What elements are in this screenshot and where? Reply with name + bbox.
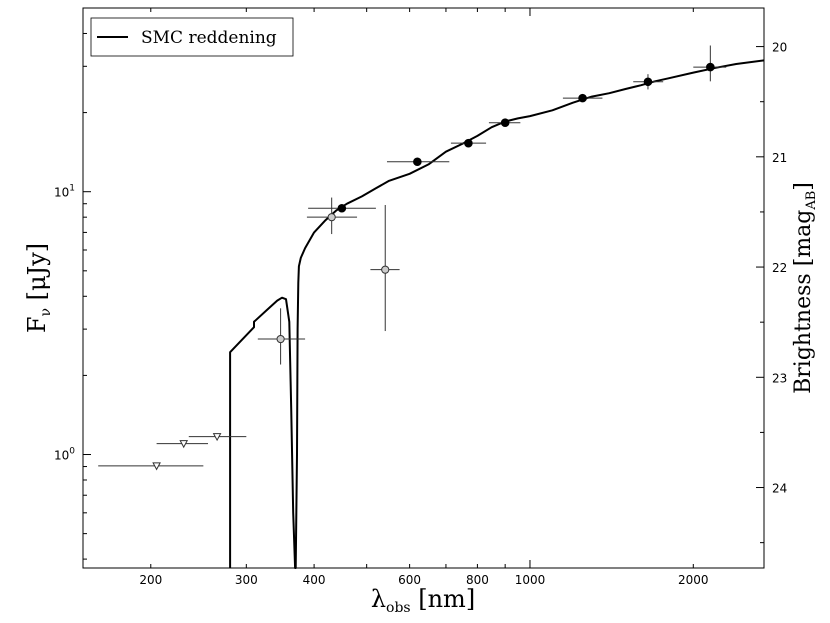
x-tick-label: 600	[398, 573, 421, 587]
y-tick-label: 101	[54, 184, 75, 200]
detection-open-marker	[276, 334, 285, 344]
y-axis-title-main: F	[23, 317, 51, 334]
detection-marker	[337, 203, 347, 213]
detection-marker	[706, 62, 715, 72]
model-curve-smc	[229, 59, 765, 569]
right-tick-label: 20	[772, 41, 787, 55]
right-tick-label: 21	[772, 151, 787, 165]
data-points-layer	[98, 45, 727, 471]
detection-marker	[578, 93, 587, 103]
right-tick-label: 24	[772, 482, 787, 496]
legend-label: SMC reddening	[141, 28, 277, 48]
x-axis-title-sub: obs	[386, 600, 411, 616]
detection-open-marker	[327, 213, 336, 222]
right-tick-label: 23	[772, 371, 787, 385]
y-tick-label: 100	[54, 447, 75, 463]
y-axis-title-rest: [μJy]	[23, 243, 51, 308]
x-tick-label: 2000	[678, 573, 709, 587]
y-axis-title-sub: ν	[38, 308, 54, 317]
legend: SMC reddening	[90, 17, 294, 57]
right-axis-title-rest: ]	[791, 182, 816, 191]
axes-layer: 200 300 400 600 800 1000 2000 100 101 20 21 22 23 24	[54, 7, 787, 587]
detection-marker	[643, 77, 653, 87]
x-tick-label: 200	[139, 573, 162, 587]
right-axis-title: Brightness [magAB]	[791, 182, 819, 394]
x-axis-title-rest: [nm]	[411, 585, 476, 613]
detection-marker	[464, 138, 473, 148]
detection-marker	[500, 118, 510, 128]
x-tick-label: 800	[466, 573, 489, 587]
right-axis-title-sub: AB	[804, 191, 819, 211]
x-tick-label: 1000	[515, 573, 546, 587]
detection-open-marker	[381, 265, 390, 274]
x-axis-title: λobs [nm]	[371, 585, 475, 616]
y-axis-title: Fν [μJy]	[23, 243, 54, 333]
upper-limit-marker	[212, 433, 222, 442]
x-tick-label: 400	[303, 573, 326, 587]
model-curve-layer	[229, 59, 765, 569]
x-tick-label: 300	[235, 573, 258, 587]
right-axis-title-main: Brightness [mag	[791, 210, 816, 394]
detection-marker	[413, 157, 422, 167]
upper-limit-marker	[179, 440, 189, 449]
plot-frame	[82, 7, 765, 569]
plot-area	[83, 8, 764, 568]
x-axis-title-main: λ	[371, 585, 386, 613]
upper-limit-marker	[152, 462, 161, 471]
right-tick-label: 22	[772, 261, 787, 275]
